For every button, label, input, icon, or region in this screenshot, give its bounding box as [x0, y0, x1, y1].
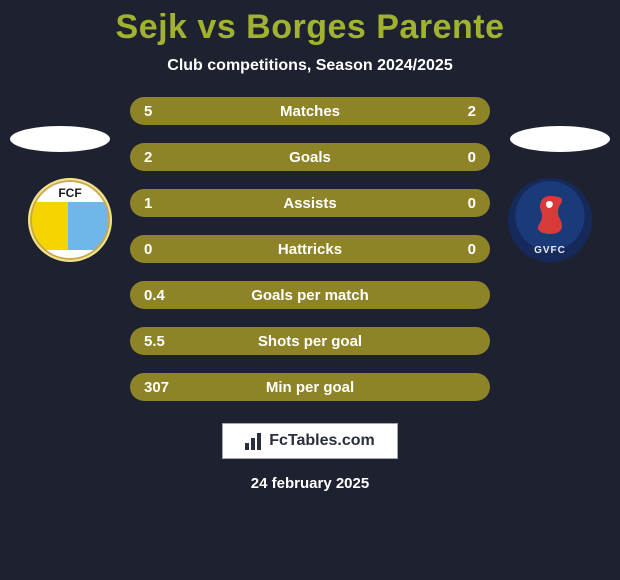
stat-row: 2 Goals 0	[130, 143, 490, 171]
gvfc-crest-label: GVFC	[534, 245, 566, 256]
stat-label: Goals	[192, 149, 428, 166]
stat-left-value: 2	[144, 149, 192, 166]
player-silhouette-left	[10, 126, 110, 152]
stat-label: Hattricks	[192, 241, 428, 258]
page-title: Sejk vs Borges Parente	[116, 8, 505, 47]
stat-label: Assists	[192, 195, 428, 212]
stat-left-value: 5.5	[144, 333, 192, 350]
stat-right-value: 0	[428, 241, 476, 258]
rooster-icon	[532, 192, 568, 236]
comparison-infographic: Sejk vs Borges Parente Club competitions…	[0, 0, 620, 580]
stat-left-value: 307	[144, 379, 192, 396]
stat-row: 5 Matches 2	[130, 97, 490, 125]
stat-left-value: 5	[144, 103, 192, 120]
gvfc-crest-icon: GVFC	[508, 178, 592, 262]
stat-row: 0.4 Goals per match	[130, 281, 490, 309]
stat-label: Matches	[192, 103, 428, 120]
stat-label: Goals per match	[192, 287, 428, 304]
page-subtitle: Club competitions, Season 2024/2025	[167, 57, 452, 75]
stat-row: 1 Assists 0	[130, 189, 490, 217]
stats-list: 5 Matches 2 2 Goals 0 1 Assists 0 0 Hatt…	[130, 97, 490, 401]
team-badge-left: FCF	[28, 178, 112, 262]
stat-label: Shots per goal	[192, 333, 428, 350]
bar-chart-icon	[245, 432, 263, 450]
stat-label: Min per goal	[192, 379, 428, 396]
stat-row: 0 Hattricks 0	[130, 235, 490, 263]
stat-left-value: 1	[144, 195, 192, 212]
stat-left-value: 0	[144, 241, 192, 258]
player-silhouette-right	[510, 126, 610, 152]
stat-right-value: 0	[428, 195, 476, 212]
stat-left-value: 0.4	[144, 287, 192, 304]
fctables-watermark: FcTables.com	[222, 423, 398, 459]
fcf-crest-icon: FCF	[28, 178, 112, 262]
stat-right-value: 0	[428, 149, 476, 166]
team-badge-right: GVFC	[508, 178, 592, 262]
generated-date: 24 february 2025	[251, 475, 369, 492]
stat-row: 307 Min per goal	[130, 373, 490, 401]
fctables-label: FcTables.com	[269, 432, 375, 450]
stat-row: 5.5 Shots per goal	[130, 327, 490, 355]
stat-right-value: 2	[428, 103, 476, 120]
